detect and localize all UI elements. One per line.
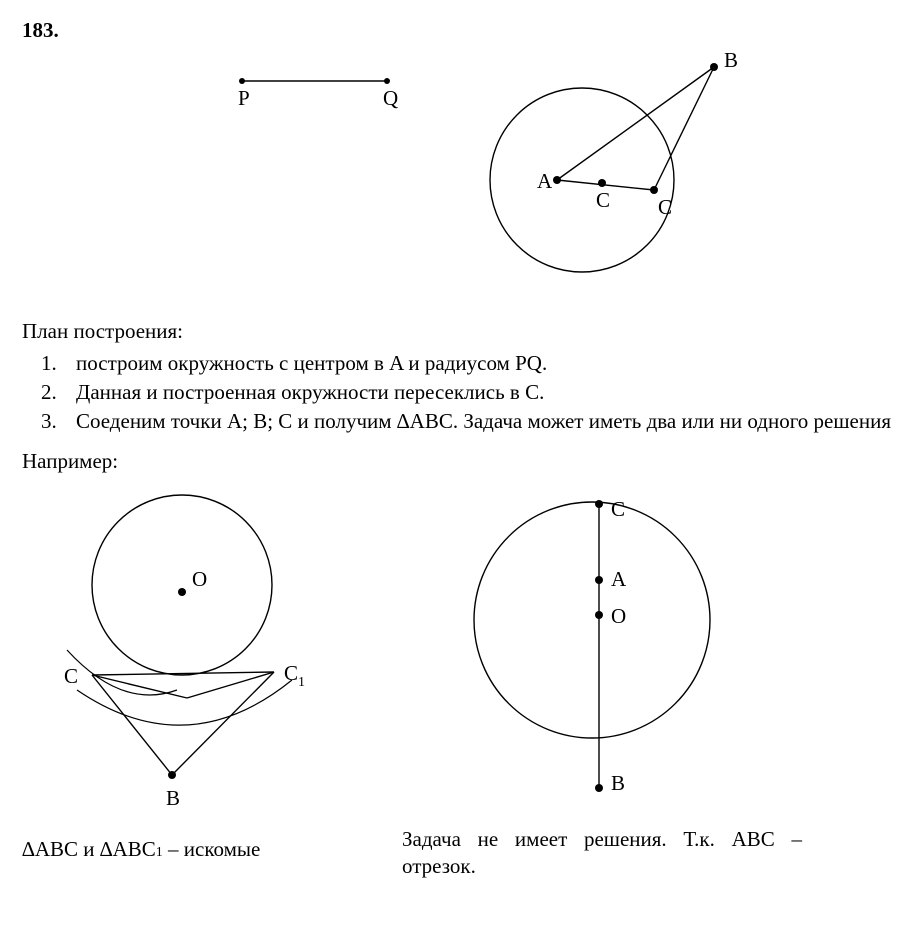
svg-text:O: O: [611, 604, 626, 628]
plan-item: Данная и построенная окружности пересекл…: [62, 379, 897, 406]
svg-text:P: P: [238, 86, 250, 110]
caption-sub: 1: [156, 845, 163, 860]
svg-text:C: C: [611, 497, 625, 521]
example-2-caption: Задача не имеет решения. Т.к. ABC – отре…: [402, 826, 802, 881]
svg-text:O: O: [192, 567, 207, 591]
svg-text:C: C: [658, 195, 672, 219]
caption-text: ∆ABC и ∆ABC: [22, 837, 156, 861]
problem-number: 183.: [22, 18, 897, 43]
top-figures-row: PQ ACCB: [22, 45, 897, 305]
plan-item: Соеденим точки A; B; C и получим ∆ABC. З…: [62, 408, 897, 435]
svg-text:A: A: [611, 567, 627, 591]
example-2-figure: C AO B: [402, 480, 782, 820]
example-1-caption: ∆ABC и ∆ABC1 – искомые: [22, 836, 352, 863]
plan-item: построим окружность с центром в A и ради…: [62, 350, 897, 377]
example-1-figure: O C C1 B: [22, 480, 352, 830]
svg-text:C: C: [64, 664, 78, 688]
plan-list: построим окружность с центром в A и ради…: [22, 350, 897, 435]
main-figure: A C C B: [452, 45, 772, 305]
svg-text:B: B: [724, 48, 738, 72]
svg-text:C1: C1: [284, 661, 305, 690]
plan-title: План построения:: [22, 319, 897, 344]
svg-text:B: B: [611, 771, 625, 795]
example-title: Например:: [22, 449, 897, 474]
svg-text:C: C: [596, 188, 610, 212]
svg-text:A: A: [537, 169, 553, 193]
caption-text: – искомые: [163, 837, 261, 861]
examples-row: OCC1B ∆ABC и ∆ABC1 – искомые CAOB Задача…: [22, 480, 897, 881]
example-1: O C C1 B ∆ABC и ∆ABC1 – искомые: [22, 480, 352, 863]
svg-text:Q: Q: [383, 86, 398, 110]
segment-pq-figure: PQ: [202, 61, 462, 141]
example-2: C AO B Задача не имеет решения. Т.к. ABC –…: [402, 480, 802, 881]
svg-text:B: B: [166, 786, 180, 810]
